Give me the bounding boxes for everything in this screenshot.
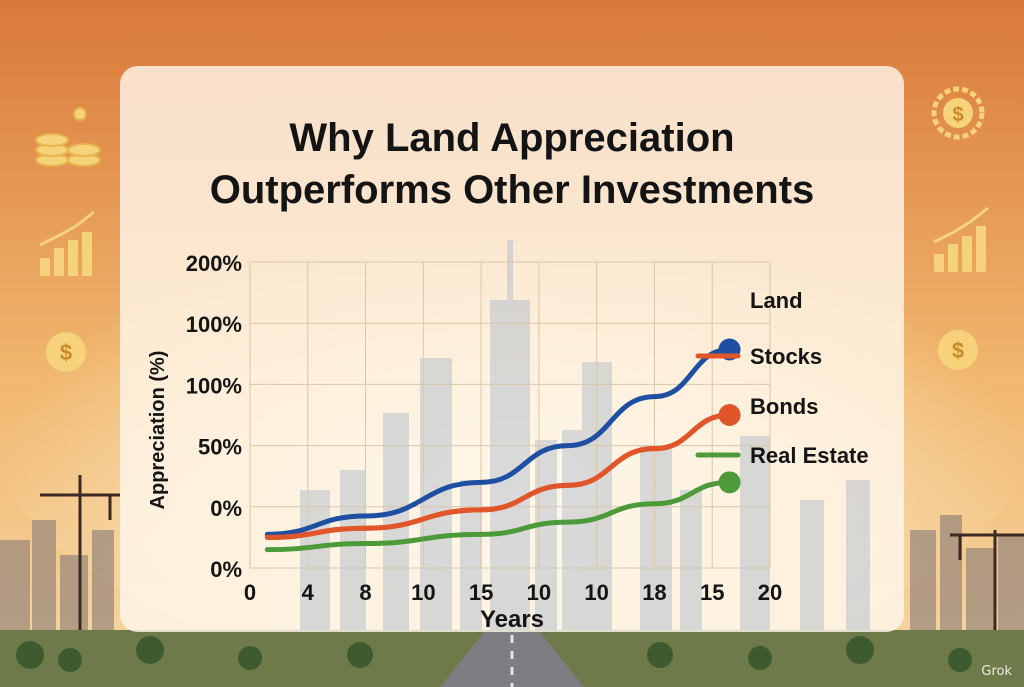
city-skyline-icon [0, 515, 1024, 630]
x-tick-label: 8 [359, 580, 371, 605]
x-axis-ticks: 0 4 8 10 15 10 10 18 15 20 [244, 580, 782, 605]
x-tick-label: 15 [469, 580, 493, 605]
x-tick-label: 15 [700, 580, 724, 605]
legend-label-bonds: Bonds [750, 394, 818, 419]
x-tick-label: 10 [527, 580, 551, 605]
title-line-2: Outperforms Other Investments [209, 168, 815, 212]
construction-crane-icon [40, 475, 120, 630]
y-tick-label: 50% [198, 435, 242, 460]
series-endpoint-bonds [718, 404, 741, 426]
highway-icon [440, 632, 584, 687]
dollar-coin-icon: $ [938, 330, 978, 370]
series-line-bonds [264, 412, 733, 540]
growth-chart-icon [933, 206, 989, 272]
page-title: Why Land Appreciation Outperforms Other … [120, 112, 904, 216]
dollar-gear-icon: $ [931, 86, 985, 140]
watermark: Grok [981, 664, 1012, 679]
chart-legend: Land Stocks Bonds Real Estate [695, 288, 869, 468]
tree-row [16, 636, 972, 672]
y-tick-label: 100% [186, 373, 242, 398]
growth-chart-icon [39, 210, 95, 276]
x-tick-label: 18 [642, 580, 666, 605]
y-axis-ticks: 0% 0% 50% 100% 100% 200% [186, 251, 242, 582]
chart-series-layer [264, 338, 741, 553]
series-endpoint-real-estate [718, 471, 741, 494]
series-line-land [264, 347, 733, 537]
svg-text:$: $ [952, 338, 964, 363]
chart-panel [120, 66, 904, 632]
x-tick-label: 10 [584, 580, 608, 605]
construction-crane-icon [950, 530, 1024, 630]
y-axis-label: Appreciation (%) [147, 351, 169, 510]
legend-label-stocks: Stocks [750, 344, 822, 369]
svg-text:$: $ [952, 104, 963, 126]
series-line-real-estate [264, 479, 733, 553]
svg-text:$: $ [60, 340, 72, 365]
legend-label-real-estate: Real Estate [750, 443, 869, 468]
y-tick-label: 200% [186, 251, 242, 276]
chart-grid [249, 261, 771, 569]
x-tick-label: 0 [244, 580, 256, 605]
dollar-coin-icon: $ [46, 332, 86, 372]
x-tick-label: 4 [302, 580, 315, 605]
y-tick-label: 0% [210, 496, 242, 521]
x-tick-label: 20 [758, 580, 782, 605]
y-tick-label: 0% [210, 557, 242, 582]
coins-icon [35, 107, 101, 167]
title-line-1: Why Land Appreciation [289, 116, 735, 160]
x-axis-label: Years [480, 606, 544, 633]
x-tick-label: 10 [411, 580, 435, 605]
y-tick-label: 100% [186, 312, 242, 337]
legend-label-land: Land [750, 288, 803, 313]
